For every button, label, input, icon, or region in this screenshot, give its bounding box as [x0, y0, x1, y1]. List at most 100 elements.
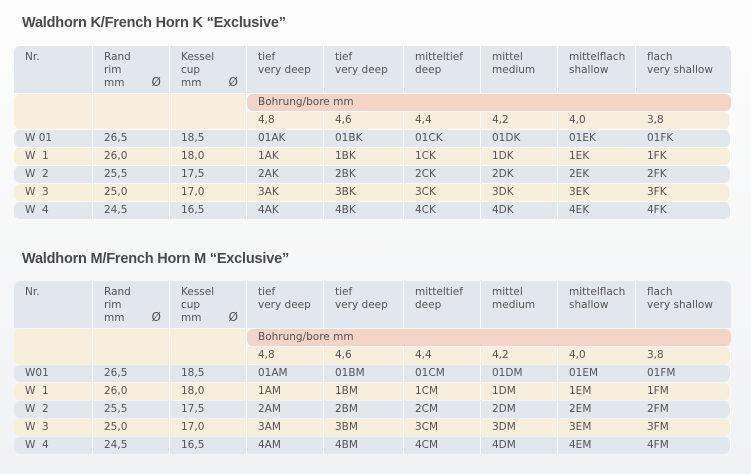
- column-header-label: mitteltief deep: [415, 286, 463, 311]
- table-cell: 4DM: [481, 437, 558, 454]
- table-cell: 4BK: [324, 202, 404, 219]
- bore-value: 3,8: [636, 112, 731, 129]
- bore-value: 4,6: [324, 112, 404, 129]
- column-header: mittelflach shallow: [558, 46, 636, 93]
- table-cell: 3DM: [481, 419, 558, 436]
- bore-value: 4,0: [558, 112, 636, 129]
- row-number: W 1: [14, 383, 93, 400]
- table-cell: 25,0: [93, 419, 170, 436]
- column-header: tief very deep: [324, 46, 404, 93]
- table-cell: 4FK: [636, 202, 731, 219]
- bore-value: 4,2: [481, 112, 558, 129]
- table-cell: 25,5: [93, 401, 170, 418]
- diameter-symbol: Ø: [228, 310, 238, 324]
- column-header: tief very deep: [324, 281, 404, 328]
- column-header: flach very shallow: [636, 281, 731, 328]
- table-cell: 4EM: [558, 437, 636, 454]
- table-cell: 4CM: [404, 437, 481, 454]
- table-cell: 01EK: [558, 130, 636, 147]
- column-header-label: flach very shallow: [647, 51, 713, 76]
- table-cell: 26,0: [93, 148, 170, 165]
- table-cell: 1DM: [481, 383, 558, 400]
- row-number: W01: [14, 365, 93, 382]
- table-cell: 25,5: [93, 166, 170, 183]
- table-cell: 3CK: [404, 184, 481, 201]
- diameter-symbol: Ø: [228, 75, 238, 89]
- empty-cell: [170, 329, 247, 364]
- table-cell: 2BM: [324, 401, 404, 418]
- column-header-label: Kessel cup mm: [181, 286, 215, 324]
- table-cell: 1CM: [404, 383, 481, 400]
- table-cell: 3CM: [404, 419, 481, 436]
- column-header-label: mittel medium: [492, 51, 536, 76]
- column-header: mitteltief deep: [404, 46, 481, 93]
- table-cell: 3EM: [558, 419, 636, 436]
- table-cell: 4DK: [481, 202, 558, 219]
- table-cell: 01BM: [324, 365, 404, 382]
- column-header-label: mitteltief deep: [415, 51, 463, 76]
- diameter-symbol: Ø: [151, 310, 161, 324]
- row-number: W 4: [14, 437, 93, 454]
- table-cell: 2EM: [558, 401, 636, 418]
- column-header: tief very deep: [247, 281, 324, 328]
- bore-value: 4,8: [247, 347, 324, 364]
- table-cell: 2DK: [481, 166, 558, 183]
- table-cell: 18,0: [170, 383, 247, 400]
- table-cell: 01BK: [324, 130, 404, 147]
- table-cell: 24,5: [93, 437, 170, 454]
- table-cell: 16,5: [170, 202, 247, 219]
- table-cell: 3AK: [247, 184, 324, 201]
- diameter-symbol: Ø: [151, 75, 161, 89]
- table-cell: 01AK: [247, 130, 324, 147]
- column-header-label: mittel medium: [492, 286, 536, 311]
- table-cell: 4BM: [324, 437, 404, 454]
- column-header: mittel medium: [481, 281, 558, 328]
- table-cell: 1DK: [481, 148, 558, 165]
- table-cell: 4FM: [636, 437, 731, 454]
- table-cell: 4AK: [247, 202, 324, 219]
- table-cell: 2BK: [324, 166, 404, 183]
- row-number: W 3: [14, 419, 93, 436]
- row-number: W 2: [14, 166, 93, 183]
- column-header: mitteltief deep: [404, 281, 481, 328]
- bore-value: 4,8: [247, 112, 324, 129]
- table-cell: 3BK: [324, 184, 404, 201]
- bore-value: 4,4: [404, 112, 481, 129]
- table-cell: 26,0: [93, 383, 170, 400]
- column-header: mittelflach shallow: [558, 281, 636, 328]
- table-cell: 1EM: [558, 383, 636, 400]
- table-cell: 18,5: [170, 130, 247, 147]
- table-cell: 2FM: [636, 401, 731, 418]
- column-header: Kessel cup mm Ø: [170, 46, 247, 93]
- table-cell: 2EK: [558, 166, 636, 183]
- row-number: W 01: [14, 130, 93, 147]
- table-cell: 18,0: [170, 148, 247, 165]
- table-cell: 3EK: [558, 184, 636, 201]
- column-header: Rand rim mm Ø: [93, 46, 170, 93]
- table-cell: 1BK: [324, 148, 404, 165]
- column-header: Nr.: [14, 46, 93, 93]
- table-cell: 17,0: [170, 419, 247, 436]
- table-cell: 01EM: [558, 365, 636, 382]
- column-header-label: Rand rim mm: [104, 286, 131, 324]
- table-cell: 2FK: [636, 166, 731, 183]
- table-cell: 26,5: [93, 365, 170, 382]
- table-cell: 1EK: [558, 148, 636, 165]
- table-cell: 4EK: [558, 202, 636, 219]
- row-number: W 2: [14, 401, 93, 418]
- table-cell: 17,5: [170, 166, 247, 183]
- empty-cell: [14, 94, 93, 129]
- table-cell: 25,0: [93, 184, 170, 201]
- table-cell: 1AK: [247, 148, 324, 165]
- table-cell: 26,5: [93, 130, 170, 147]
- column-header: flach very shallow: [636, 46, 731, 93]
- column-header-label: Rand rim mm: [104, 51, 131, 89]
- row-number: W 3: [14, 184, 93, 201]
- bore-value: 4,0: [558, 347, 636, 364]
- table-cell: 01AM: [247, 365, 324, 382]
- table-cell: 18,5: [170, 365, 247, 382]
- table-cell: 01FK: [636, 130, 731, 147]
- table-cell: 3DK: [481, 184, 558, 201]
